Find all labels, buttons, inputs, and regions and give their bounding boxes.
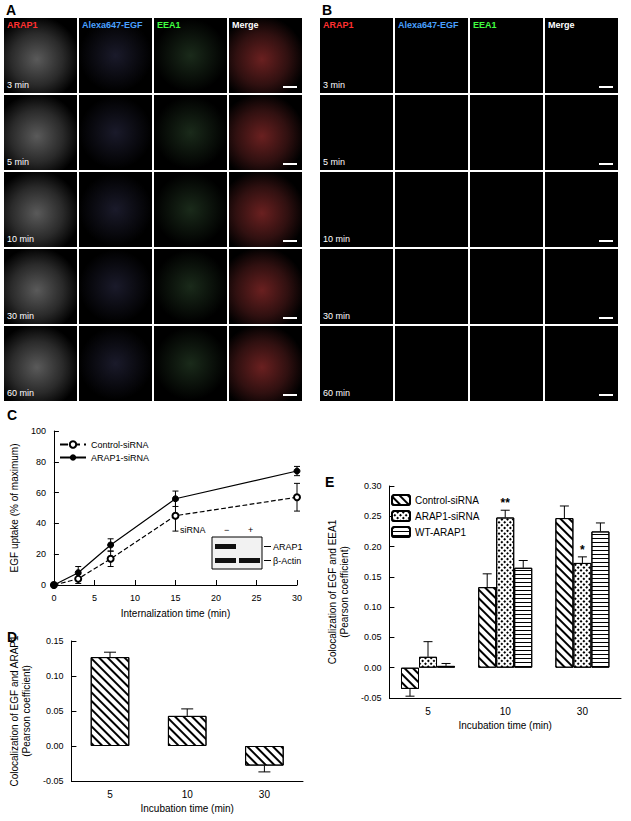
svg-text:15: 15 xyxy=(170,593,180,603)
html-text:30 min: 30 min xyxy=(7,311,34,321)
svg-text:siRNA: siRNA xyxy=(180,525,206,535)
svg-text:0.15: 0.15 xyxy=(364,572,382,582)
svg-text:ARAP1-siRNA: ARAP1-siRNA xyxy=(91,453,149,463)
svg-text:Internalization time (min): Internalization time (min) xyxy=(121,608,230,619)
svg-text:0.05: 0.05 xyxy=(46,706,64,716)
svg-text:ARAP1-siRNA: ARAP1-siRNA xyxy=(415,511,480,522)
html-text:60 min: 60 min xyxy=(323,388,350,398)
html-text:EEA1: EEA1 xyxy=(157,20,181,30)
html-text:Alexa647-EGF: Alexa647-EGF xyxy=(398,20,459,30)
svg-text:0.10: 0.10 xyxy=(364,602,382,612)
svg-text:ARAP1: ARAP1 xyxy=(273,542,303,552)
svg-text:5: 5 xyxy=(92,593,97,603)
svg-text:D: D xyxy=(7,629,17,645)
svg-text:-0.05: -0.05 xyxy=(43,776,64,786)
svg-text:20: 20 xyxy=(211,593,221,603)
svg-text:**: ** xyxy=(501,496,511,510)
svg-text:0.20: 0.20 xyxy=(364,542,382,552)
svg-text:C: C xyxy=(7,407,17,423)
svg-text:80: 80 xyxy=(36,457,46,467)
html-text:60 min: 60 min xyxy=(7,388,34,398)
html-text:5 min: 5 min xyxy=(323,157,345,167)
svg-text:25: 25 xyxy=(251,593,261,603)
html-text:10 min: 10 min xyxy=(323,234,350,244)
html-text:ARAP1: ARAP1 xyxy=(323,20,354,30)
svg-text:20: 20 xyxy=(36,549,46,559)
html-text:A: A xyxy=(6,2,17,18)
html-text:30 min: 30 min xyxy=(323,311,350,321)
svg-text:0.15: 0.15 xyxy=(46,636,64,646)
svg-text:E: E xyxy=(325,474,334,490)
svg-text:Colocalization of EGF and EEA1: Colocalization of EGF and EEA1 xyxy=(327,519,338,664)
svg-text:40: 40 xyxy=(36,518,46,528)
svg-text:0.00: 0.00 xyxy=(364,663,382,673)
svg-text:Control-siRNA: Control-siRNA xyxy=(415,495,479,506)
svg-text:30: 30 xyxy=(292,593,302,603)
svg-text:0.00: 0.00 xyxy=(46,741,64,751)
svg-text:30: 30 xyxy=(259,789,271,800)
html-text:3 min: 3 min xyxy=(323,80,345,90)
svg-text:0.25: 0.25 xyxy=(364,511,382,521)
svg-text:EGF uptake (% of maximum): EGF uptake (% of maximum) xyxy=(9,444,20,573)
svg-text:β-Actin: β-Actin xyxy=(273,556,301,566)
html-text:Merge: Merge xyxy=(548,20,575,30)
svg-text:10: 10 xyxy=(182,789,194,800)
svg-text:*: * xyxy=(580,543,585,557)
html-text:Merge: Merge xyxy=(232,20,259,30)
svg-text:5: 5 xyxy=(425,706,431,717)
svg-text:0: 0 xyxy=(41,580,46,590)
svg-text:0.05: 0.05 xyxy=(364,632,382,642)
html-text:10 min: 10 min xyxy=(7,234,34,244)
svg-text:60: 60 xyxy=(36,488,46,498)
svg-text:100: 100 xyxy=(31,426,46,436)
html-text:5 min: 5 min xyxy=(7,157,29,167)
svg-text:5: 5 xyxy=(107,789,113,800)
svg-text:-0.05: -0.05 xyxy=(361,693,382,703)
svg-text:30: 30 xyxy=(577,706,589,717)
svg-text:0.30: 0.30 xyxy=(364,481,382,491)
svg-text:0.10: 0.10 xyxy=(46,671,64,681)
svg-text:Control-siRNA: Control-siRNA xyxy=(91,440,149,450)
svg-text:Incubation time (min): Incubation time (min) xyxy=(459,720,552,731)
svg-text:Incubation time (min): Incubation time (min) xyxy=(141,803,234,814)
svg-text:Colocalization of EGF and ARAP: Colocalization of EGF and ARAP1 xyxy=(9,635,20,787)
svg-text:10: 10 xyxy=(500,706,512,717)
html-text:Alexa647-EGF: Alexa647-EGF xyxy=(82,20,143,30)
html-text:ARAP1: ARAP1 xyxy=(7,20,38,30)
svg-text:(Pearson coefficient): (Pearson coefficient) xyxy=(339,546,350,638)
svg-text:0: 0 xyxy=(51,593,56,603)
svg-text:(Pearson coefficient): (Pearson coefficient) xyxy=(21,665,32,757)
svg-text:10: 10 xyxy=(130,593,140,603)
html-text:B: B xyxy=(322,2,333,18)
svg-text:+: + xyxy=(248,525,253,535)
svg-text:−: − xyxy=(224,525,229,535)
svg-text:WT-ARAP1: WT-ARAP1 xyxy=(415,527,467,538)
html-text:3 min: 3 min xyxy=(7,80,29,90)
html-text:EEA1: EEA1 xyxy=(473,20,497,30)
